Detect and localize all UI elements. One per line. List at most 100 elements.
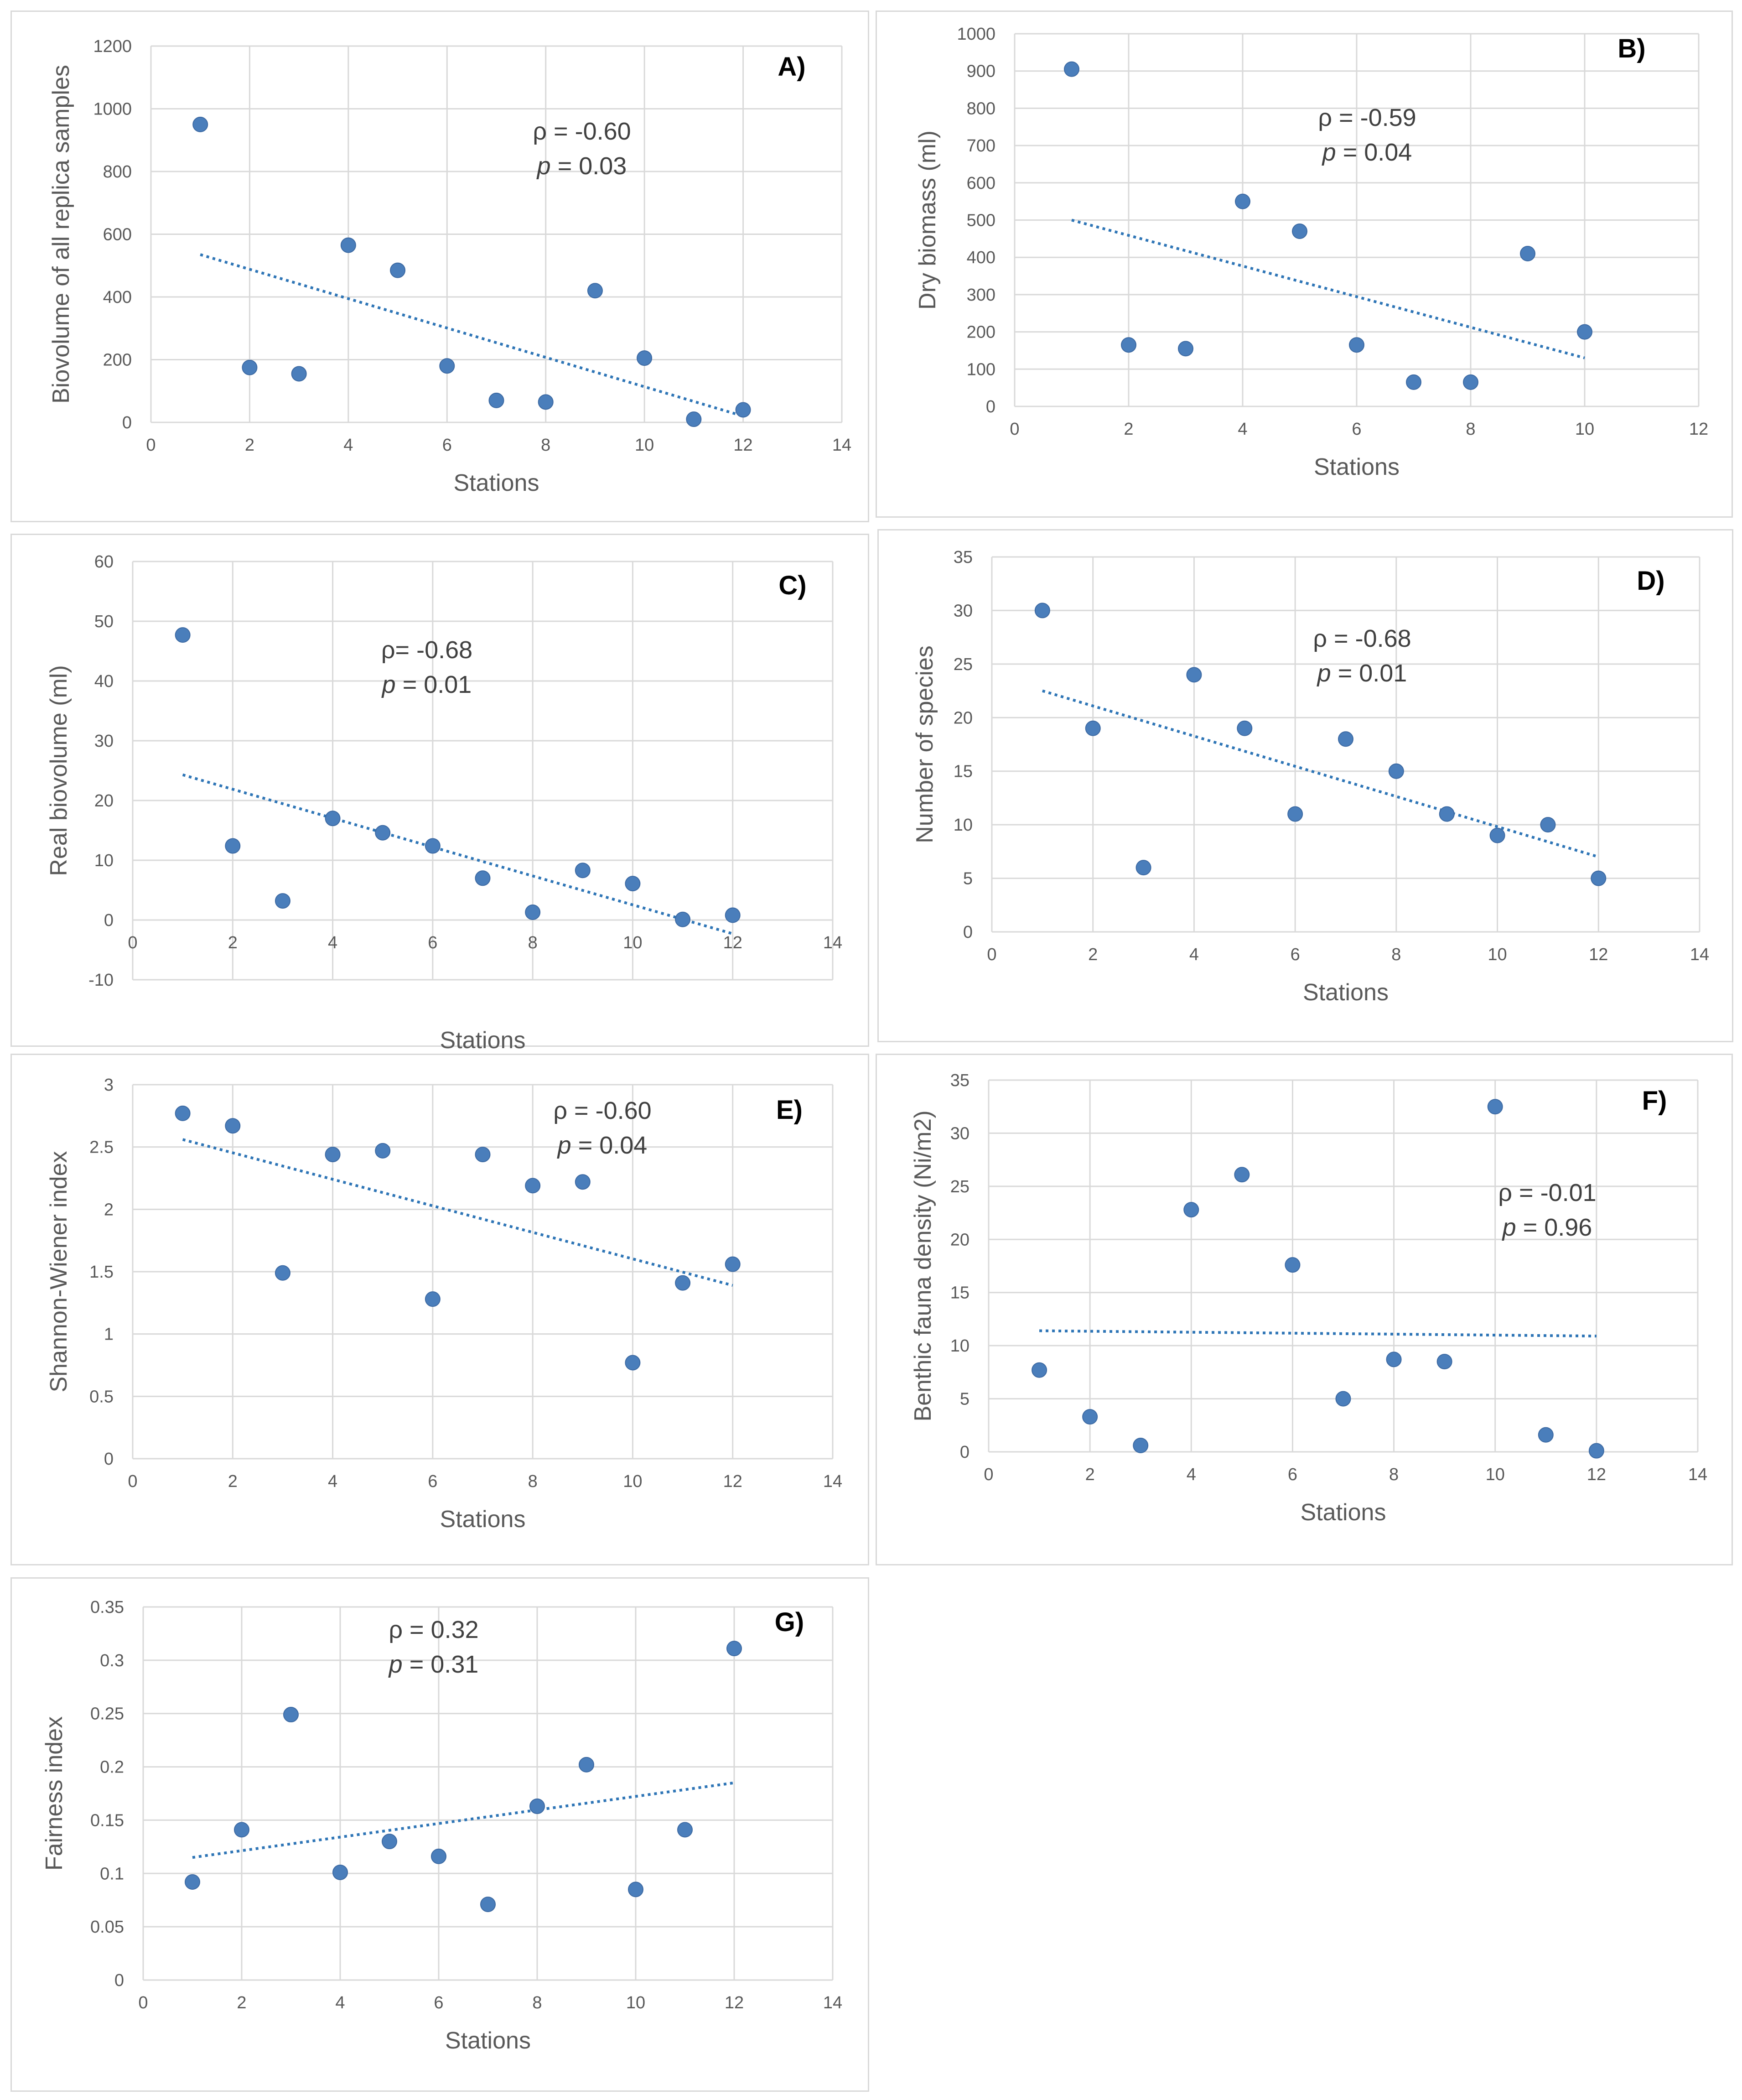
chart-e-y-tick-label: 1 bbox=[104, 1325, 114, 1344]
chart-c-point bbox=[725, 907, 741, 923]
chart-d-y-tick-label: 0 bbox=[963, 923, 973, 942]
chart-c-y-tick-label: 50 bbox=[94, 612, 114, 631]
chart-b-rho-annotation: ρ = -0.59 bbox=[1318, 104, 1416, 131]
chart-g-x-tick-label: 14 bbox=[823, 1993, 842, 2012]
chart-f-svg: 0 2 4 6 8 10 12 14 0 5 10 15 20 25 30 35 Stations Benthic… bbox=[910, 1071, 1707, 1526]
chart-c-x-tick-label: 14 bbox=[823, 933, 842, 952]
chart-f-point bbox=[1436, 1354, 1452, 1370]
chart-c-point bbox=[575, 863, 591, 878]
chart-b-point bbox=[1406, 374, 1421, 390]
chart-c-y-tick-label: 30 bbox=[94, 732, 114, 751]
chart-g-point bbox=[628, 1882, 643, 1897]
chart-f-y-tick-label: 15 bbox=[950, 1284, 970, 1303]
chart-a-point bbox=[488, 392, 504, 408]
chart-d-p-annotation: p = 0.01 bbox=[1317, 660, 1407, 687]
chart-g-y-tick-label: 0.25 bbox=[90, 1705, 124, 1724]
chart-e-x-tick-label: 0 bbox=[128, 1472, 137, 1491]
chart-f-x-tick-label: 10 bbox=[1486, 1465, 1505, 1484]
chart-d-y-tick-label: 20 bbox=[954, 708, 973, 728]
chart-e-p-annotation: p = 0.04 bbox=[557, 1132, 648, 1159]
chart-b-x-tick-label: 6 bbox=[1352, 420, 1361, 439]
chart-c-x-axis-title: Stations bbox=[440, 1027, 526, 1054]
chart-e-x-tick-label: 12 bbox=[723, 1472, 742, 1491]
chart-b-point bbox=[1349, 337, 1364, 353]
chart-a-x-tick-label: 8 bbox=[541, 436, 550, 455]
chart-f-point bbox=[1285, 1257, 1301, 1273]
chart-g-point bbox=[283, 1707, 299, 1723]
chart-f-x-tick-label: 4 bbox=[1187, 1465, 1196, 1484]
chart-d-point bbox=[1388, 763, 1404, 779]
chart-b-x-tick-label: 2 bbox=[1124, 420, 1133, 439]
chart-d-y-tick-label: 30 bbox=[954, 601, 973, 620]
chart-b-point bbox=[1178, 341, 1193, 357]
chart-b-y-tick-label: 400 bbox=[967, 248, 995, 267]
chart-f-y-tick-label: 35 bbox=[950, 1071, 970, 1090]
chart-e-point bbox=[275, 1265, 290, 1281]
chart-a-point bbox=[340, 237, 356, 253]
chart-a-rho-annotation: ρ = -0.60 bbox=[533, 118, 631, 145]
chart-e-y-axis-title: Shannon-Wiener index bbox=[46, 1151, 72, 1393]
chart-a-point bbox=[686, 411, 702, 427]
chart-a-point bbox=[538, 394, 554, 410]
chart-g-point bbox=[431, 1848, 446, 1864]
chart-d-x-tick-label: 12 bbox=[1589, 945, 1608, 964]
chart-f-x-tick-label: 0 bbox=[984, 1465, 993, 1484]
chart-a-y-tick-label: 400 bbox=[103, 288, 132, 307]
chart-d-x-tick-label: 8 bbox=[1391, 945, 1401, 964]
chart-g-p-value: = 0.31 bbox=[403, 1651, 479, 1678]
chart-f-rho-annotation: ρ = -0.01 bbox=[1498, 1179, 1596, 1206]
chart-g-y-tick-label: 0.35 bbox=[90, 1598, 124, 1617]
chart-g-point bbox=[332, 1864, 348, 1880]
chart-a-point bbox=[439, 358, 455, 374]
chart-b-trendline bbox=[1071, 218, 1585, 359]
chart-e-x-tick-label: 8 bbox=[528, 1472, 538, 1491]
chart-d-x-tick-label: 2 bbox=[1088, 945, 1098, 964]
chart-a-point bbox=[587, 283, 603, 299]
chart-b-grid bbox=[1014, 33, 1700, 407]
chart-b-y-tick-label: 1000 bbox=[957, 25, 995, 44]
chart-d-panel-label: D) bbox=[1637, 566, 1664, 596]
chart-panel-f: 0 2 4 6 8 10 12 14 0 5 10 15 20 25 30 35 Stations Benthic… bbox=[876, 1054, 1733, 1565]
chart-c-point bbox=[175, 627, 191, 643]
chart-a-x-tick-label: 14 bbox=[832, 436, 851, 455]
chart-f-x-tick-label: 6 bbox=[1288, 1465, 1297, 1484]
chart-g-point bbox=[579, 1757, 594, 1773]
chart-a-trendline bbox=[200, 253, 744, 418]
chart-a-p-value: = 0.03 bbox=[551, 152, 627, 180]
chart-e-p-symbol: p bbox=[557, 1132, 571, 1159]
chart-g-point bbox=[726, 1641, 742, 1657]
chart-a-y-tick-label: 600 bbox=[103, 225, 132, 244]
chart-b-p-annotation: p = 0.04 bbox=[1322, 139, 1412, 166]
chart-c-point bbox=[675, 911, 691, 927]
chart-d-grid bbox=[991, 556, 1701, 933]
chart-c-point bbox=[625, 876, 641, 892]
chart-d-p-value: = 0.01 bbox=[1331, 660, 1407, 687]
chart-f-y-tick-label: 5 bbox=[960, 1390, 970, 1409]
chart-f-x-tick-label: 8 bbox=[1389, 1465, 1399, 1484]
chart-g-p-symbol: p bbox=[388, 1651, 403, 1678]
chart-g-x-axis-title: Stations bbox=[445, 2027, 531, 2054]
chart-b-y-tick-label: 300 bbox=[967, 286, 995, 305]
chart-g-y-tick-label: 0.1 bbox=[100, 1864, 124, 1883]
chart-d-point bbox=[1237, 720, 1253, 736]
chart-b-y-tick-label: 500 bbox=[967, 211, 995, 230]
chart-c-x-tick-label: 10 bbox=[623, 933, 642, 952]
chart-d-point bbox=[1135, 860, 1151, 876]
chart-e-x-tick-label: 6 bbox=[428, 1472, 437, 1491]
chart-d-y-tick-label: 5 bbox=[963, 869, 973, 889]
chart-f-point bbox=[1538, 1427, 1554, 1443]
chart-e-point bbox=[525, 1178, 541, 1194]
chart-a-y-tick-label: 0 bbox=[122, 413, 132, 432]
chart-d-point bbox=[1439, 806, 1455, 822]
chart-d-svg: 0 2 4 6 8 10 12 14 0 5 10 15 20 25 30 35 Stations Number … bbox=[912, 548, 1709, 1006]
chart-c-point bbox=[425, 838, 441, 854]
chart-a-y-tick-label: 1000 bbox=[93, 100, 132, 119]
chart-g-x-tick-label: 8 bbox=[532, 1993, 542, 2012]
chart-e-y-tick-label: 1.5 bbox=[89, 1263, 114, 1282]
chart-panel-g: 0 2 4 6 8 10 12 14 0 0.05 0.1 0.15 0.2 0.25 0.3 0.35 Sta… bbox=[10, 1577, 869, 2092]
chart-c-point bbox=[225, 838, 241, 854]
chart-b-p-value: = 0.04 bbox=[1336, 139, 1412, 166]
chart-f-point bbox=[1183, 1202, 1199, 1218]
chart-d-rho-annotation: ρ = -0.68 bbox=[1313, 625, 1411, 652]
chart-g-y-tick-label: 0.3 bbox=[100, 1651, 124, 1670]
